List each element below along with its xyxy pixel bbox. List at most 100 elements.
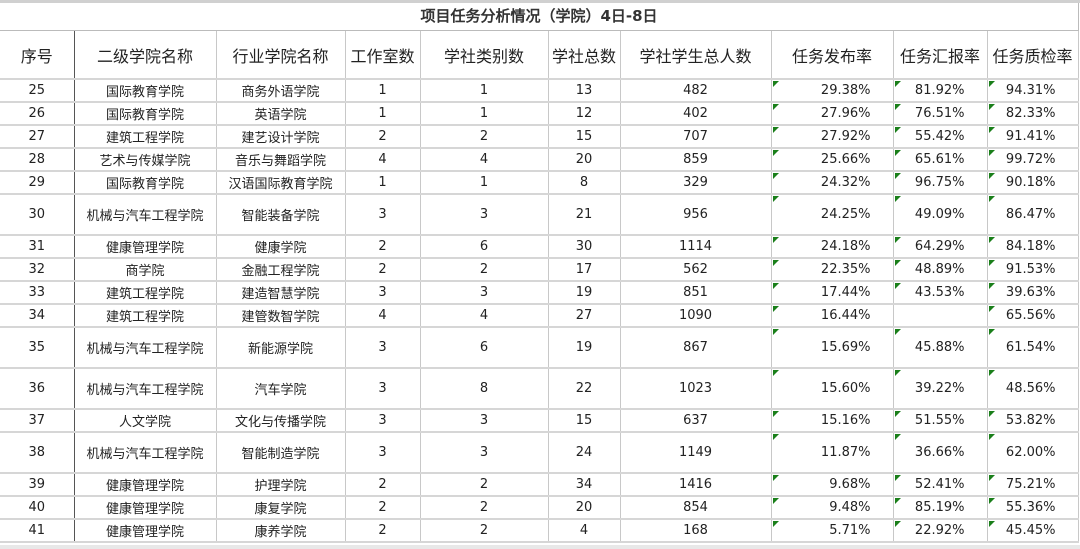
cell-college[interactable]: 健康管理学院 (73, 235, 217, 259)
cell-seq[interactable]: 39 (0, 473, 75, 497)
cell-industry-college[interactable]: 音乐与舞蹈学院 (215, 148, 346, 172)
cell-studio-count[interactable]: 2 (344, 473, 421, 497)
cell-club-student-total[interactable]: 1114 (619, 235, 772, 259)
cell-publish-rate[interactable]: 27.96% (770, 102, 894, 126)
cell-club-student-total[interactable]: 851 (619, 281, 772, 305)
cell-club-category-count[interactable]: 4 (419, 304, 549, 328)
cell-college[interactable]: 机械与汽车工程学院 (73, 327, 217, 369)
cell-club-category-count[interactable]: 6 (419, 327, 549, 369)
cell-club-student-total[interactable]: 956 (619, 194, 772, 236)
cell-report-rate[interactable]: 81.92% (892, 79, 988, 103)
cell-seq[interactable]: 37 (0, 409, 75, 433)
column-header-publish-rate[interactable]: 任务发布率 (770, 31, 894, 80)
cell-college[interactable]: 健康管理学院 (73, 473, 217, 497)
cell-report-rate[interactable]: 49.09% (892, 194, 988, 236)
cell-college[interactable]: 健康管理学院 (73, 496, 217, 520)
cell-club-student-total[interactable]: 707 (619, 125, 772, 149)
cell-club-total[interactable]: 15 (547, 409, 621, 433)
cell-club-category-count[interactable]: 2 (419, 258, 549, 282)
cell-club-category-count[interactable]: 3 (419, 409, 549, 433)
cell-club-total[interactable]: 34 (547, 473, 621, 497)
cell-industry-college[interactable]: 建艺设计学院 (215, 125, 346, 149)
cell-seq[interactable]: 26 (0, 102, 75, 126)
cell-club-category-count[interactable]: 2 (419, 473, 549, 497)
cell-industry-college[interactable]: 商务外语学院 (215, 79, 346, 103)
cell-college[interactable]: 国际教育学院 (73, 171, 217, 195)
cell-club-total[interactable]: 30 (547, 235, 621, 259)
cell-qc-rate[interactable]: 91.41% (986, 125, 1079, 149)
cell-club-category-count[interactable]: 3 (419, 281, 549, 305)
cell-publish-rate[interactable]: 29.38% (770, 79, 894, 103)
cell-college[interactable]: 人文学院 (73, 409, 217, 433)
cell-college[interactable]: 建筑工程学院 (73, 281, 217, 305)
cell-club-category-count[interactable]: 3 (419, 432, 549, 474)
cell-industry-college[interactable]: 文化与传播学院 (215, 409, 346, 433)
cell-studio-count[interactable]: 4 (344, 148, 421, 172)
cell-qc-rate[interactable]: 75.21% (986, 473, 1079, 497)
cell-report-rate[interactable]: 51.55% (892, 409, 988, 433)
cell-report-rate[interactable]: 36.66% (892, 432, 988, 474)
cell-qc-rate[interactable]: 99.72% (986, 148, 1079, 172)
cell-club-category-count[interactable]: 2 (419, 125, 549, 149)
column-header-report-rate[interactable]: 任务汇报率 (892, 31, 988, 80)
cell-college[interactable]: 机械与汽车工程学院 (73, 194, 217, 236)
cell-studio-count[interactable]: 3 (344, 327, 421, 369)
cell-club-student-total[interactable]: 637 (619, 409, 772, 433)
cell-industry-college[interactable]: 建造智慧学院 (215, 281, 346, 305)
cell-college[interactable]: 机械与汽车工程学院 (73, 432, 217, 474)
cell-publish-rate[interactable]: 9.48% (770, 496, 894, 520)
cell-publish-rate[interactable]: 5.71% (770, 519, 894, 543)
cell-report-rate[interactable]: 64.29% (892, 235, 988, 259)
cell-club-student-total[interactable]: 1149 (619, 432, 772, 474)
cell-report-rate[interactable]: 39.22% (892, 368, 988, 410)
cell-club-total[interactable]: 8 (547, 171, 621, 195)
cell-club-category-count[interactable]: 8 (419, 368, 549, 410)
cell-studio-count[interactable]: 3 (344, 281, 421, 305)
cell-club-total[interactable]: 24 (547, 432, 621, 474)
cell-industry-college[interactable]: 康复学院 (215, 496, 346, 520)
cell-club-total[interactable]: 12 (547, 102, 621, 126)
cell-qc-rate[interactable]: 45.45% (986, 519, 1079, 543)
cell-qc-rate[interactable]: 65.56% (986, 304, 1079, 328)
cell-seq[interactable]: 35 (0, 327, 75, 369)
cell-seq[interactable]: 30 (0, 194, 75, 236)
cell-publish-rate[interactable]: 15.60% (770, 368, 894, 410)
cell-college[interactable]: 商学院 (73, 258, 217, 282)
cell-studio-count[interactable]: 2 (344, 258, 421, 282)
cell-club-category-count[interactable]: 2 (419, 519, 549, 543)
cell-college[interactable]: 艺术与传媒学院 (73, 148, 217, 172)
cell-club-category-count[interactable]: 1 (419, 102, 549, 126)
cell-industry-college[interactable]: 智能装备学院 (215, 194, 346, 236)
cell-club-total[interactable]: 21 (547, 194, 621, 236)
cell-club-student-total[interactable]: 168 (619, 519, 772, 543)
cell-club-total[interactable]: 15 (547, 125, 621, 149)
cell-club-student-total[interactable]: 1090 (619, 304, 772, 328)
cell-industry-college[interactable]: 建管数智学院 (215, 304, 346, 328)
cell-seq[interactable]: 36 (0, 368, 75, 410)
column-header-qc-rate[interactable]: 任务质检率 (986, 31, 1079, 80)
cell-qc-rate[interactable]: 90.18% (986, 171, 1079, 195)
cell-qc-rate[interactable]: 53.82% (986, 409, 1079, 433)
cell-club-total[interactable]: 20 (547, 496, 621, 520)
cell-club-total[interactable]: 17 (547, 258, 621, 282)
cell-club-category-count[interactable]: 6 (419, 235, 549, 259)
column-header-club-category-count[interactable]: 学社类别数 (419, 31, 549, 80)
cell-studio-count[interactable]: 2 (344, 235, 421, 259)
cell-club-category-count[interactable]: 1 (419, 79, 549, 103)
cell-industry-college[interactable]: 金融工程学院 (215, 258, 346, 282)
cell-seq[interactable]: 34 (0, 304, 75, 328)
cell-club-student-total[interactable]: 1023 (619, 368, 772, 410)
cell-report-rate[interactable]: 22.92% (892, 519, 988, 543)
cell-studio-count[interactable]: 4 (344, 304, 421, 328)
cell-college[interactable]: 国际教育学院 (73, 102, 217, 126)
cell-college[interactable]: 建筑工程学院 (73, 125, 217, 149)
cell-publish-rate[interactable]: 17.44% (770, 281, 894, 305)
cell-report-rate[interactable]: 76.51% (892, 102, 988, 126)
cell-studio-count[interactable]: 1 (344, 79, 421, 103)
cell-seq[interactable]: 33 (0, 281, 75, 305)
cell-qc-rate[interactable]: 94.31% (986, 79, 1079, 103)
cell-club-total[interactable]: 19 (547, 327, 621, 369)
cell-studio-count[interactable]: 2 (344, 496, 421, 520)
cell-publish-rate[interactable]: 24.32% (770, 171, 894, 195)
cell-college[interactable]: 机械与汽车工程学院 (73, 368, 217, 410)
